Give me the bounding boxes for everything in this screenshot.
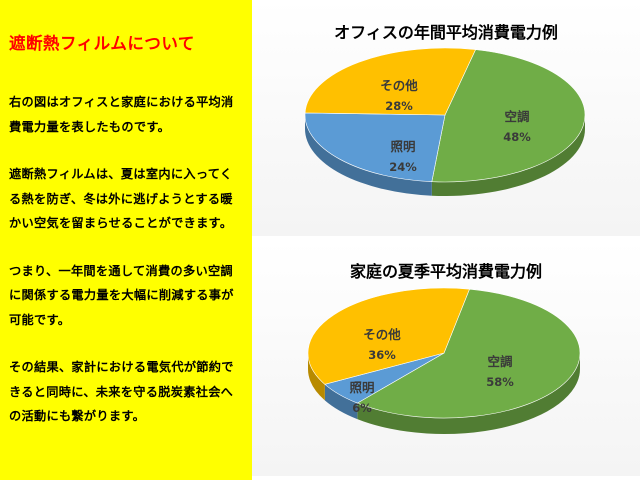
slice-label: 照明 [390,139,415,154]
sidebar-title: 遮断熱フィルムについて [9,34,195,53]
sidebar-paragraph: 右の図はオフィスと家庭における平均消費電力量を表したものです。 [9,95,234,134]
slice-label: その他 [363,327,401,342]
slice-value-label: 36% [368,348,396,362]
charts-area: オフィスの年間平均消費電力例 空調 48% 照明 24% その他 28% 家庭の夏季平均消… [252,0,640,480]
slice-value-label: 28% [385,99,413,113]
pie-slice [431,49,586,183]
slice-label: 照明 [349,380,374,395]
pie-side-wall [431,115,585,197]
pie-side-walls [305,115,585,197]
pie-side-wall [357,353,580,434]
home-pie-chart: 空調 58% 照明 6% その他 36% [307,287,581,434]
slice-label: その他 [380,78,418,93]
pie-slice [307,287,470,385]
pie-side-wall [308,353,325,401]
pie-slice [304,47,476,116]
office-chart-panel: オフィスの年間平均消費電力例 空調 48% 照明 24% その他 28% [252,0,640,236]
pie-side-walls [308,353,580,434]
sidebar-paragraph: その結果、家計における電気代が節約できると同時に、未来を守る脱炭素社会への活動に… [9,360,234,423]
pie-slice [304,112,446,183]
slice-value-label: 6% [352,401,372,415]
home-chart-panel: 家庭の夏季平均消費電力例 空調 58% 照明 6% その他 36% [252,240,640,476]
sidebar-paragraph: 遮断熱フィルムは、夏は室内に入ってくる熱を防ぎ、冬は外に逃げようとする暖かい空気… [9,167,233,230]
pie-slice [356,288,581,419]
pie-side-wall [324,384,358,420]
chart-title: 家庭の夏季平均消費電力例 [349,262,542,281]
office-pie-chart: 空調 48% 照明 24% その他 28% [304,47,586,197]
slice-label: 空調 [487,354,512,369]
pie-side-wall [305,115,432,196]
slice-value-label: 48% [503,130,531,144]
chart-title: オフィスの年間平均消費電力例 [334,23,558,42]
info-sidebar: 遮断熱フィルムについて 右の図はオフィスと家庭における平均消費電力量を表したもの… [0,0,252,480]
slice-value-label: 24% [389,160,417,174]
sidebar-paragraph: つまり、一年間を通して消費の多い空調に関係する電力量を大幅に削減する事が可能です… [9,263,234,327]
slice-label: 空調 [504,109,529,124]
slice-value-label: 58% [486,375,514,389]
